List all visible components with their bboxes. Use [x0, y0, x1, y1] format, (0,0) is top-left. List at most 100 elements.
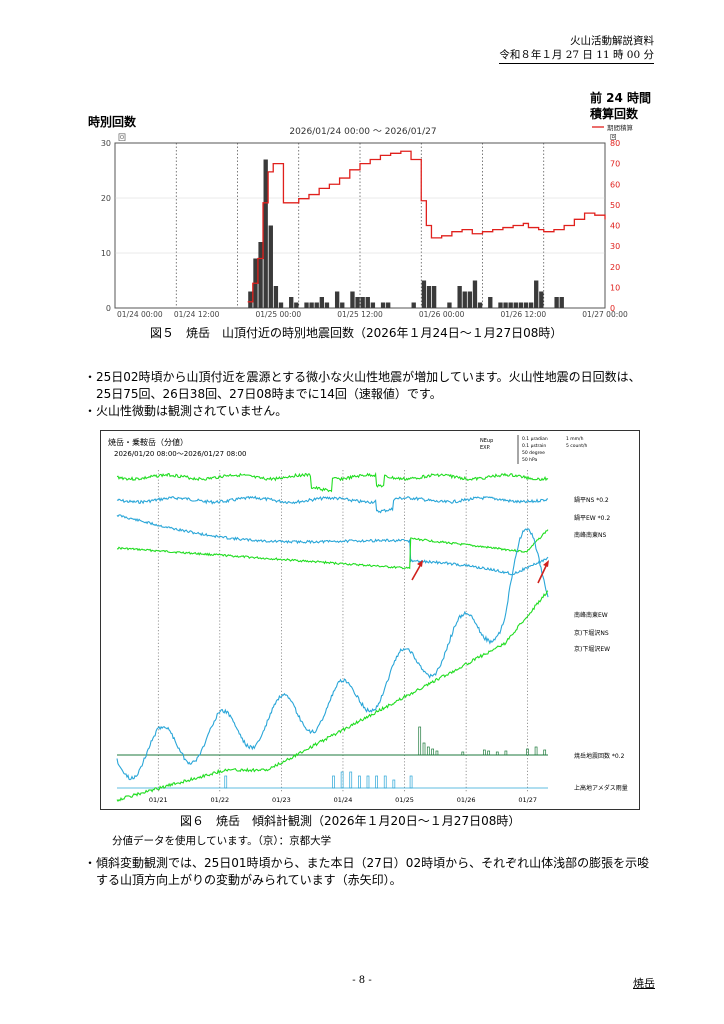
- fig6-xtick-label: 01/27: [518, 796, 537, 804]
- fig6-rain-bar: [224, 775, 228, 789]
- fig5-desc-line3: ・火山性微動は観測されていません。: [84, 404, 288, 418]
- fig5-right-tick-label: 30: [610, 242, 620, 251]
- fig6-xtick-label: 01/25: [395, 796, 414, 804]
- fig5-bar: [289, 297, 294, 308]
- fig5-right-tick-label: 70: [610, 160, 620, 169]
- fig5-left-axis: 0 10 20 30: [101, 139, 111, 313]
- fig5-left-unit: 回: [118, 133, 126, 142]
- fig5-right-tick-label: 0: [610, 304, 615, 313]
- fig5-bar: [462, 291, 467, 308]
- fig6-frame: [100, 430, 640, 810]
- fig5-bar: [488, 297, 493, 308]
- fig6-series-label: 鍋平EW *0.2: [574, 514, 610, 522]
- fig6-legend-mmh: 1 mm/h: [566, 436, 584, 442]
- fig5-ytick-label: 30: [101, 139, 111, 148]
- fig6-quake-bar: [487, 750, 491, 756]
- fig5-bar: [523, 302, 529, 308]
- fig5-bar: [559, 297, 564, 308]
- fig6-quake-bar: [504, 750, 508, 756]
- fig6-legend-degree: 50 degree: [522, 450, 545, 456]
- fig5-bar: [319, 297, 325, 308]
- fig5-right-tick-label: 80: [610, 139, 620, 148]
- fig6-series-label: 南峰南東EW: [574, 611, 608, 619]
- fig5-ytick-label: 0: [106, 304, 111, 313]
- fig5-right-tick-label: 20: [610, 263, 620, 272]
- fig6-quake-bar: [495, 751, 499, 756]
- fig6-legend-exp: EXP.: [480, 445, 491, 451]
- footer-volcano-name: 焼岳: [633, 977, 655, 990]
- fig6-quake-bar: [435, 750, 439, 756]
- fig5-right-tick-label: 50: [610, 201, 620, 210]
- fig5-bar: [273, 286, 279, 308]
- fig5-bar: [355, 297, 360, 308]
- fig5-xtick-label: 01/26 12:00: [501, 310, 547, 319]
- fig5-bar: [365, 297, 370, 308]
- fig5-grid: [115, 143, 605, 308]
- fig5-description: ・25日02時頃から山頂付近を震源とする微小な火山性地震が増加しています。火山性…: [84, 369, 641, 420]
- fig6-rain-bar: [332, 775, 335, 789]
- fig5-bar: [309, 302, 314, 308]
- fig5-bar: [534, 280, 539, 308]
- fig6-note: 分値データを使用しています。（京）：京都大学: [112, 835, 332, 847]
- fig6-series-label: 京)下堀沢NS: [574, 629, 609, 637]
- fig5-bar: [360, 297, 365, 308]
- fig6-range: 2026/01/20 08:00〜2026/01/27 08:00: [114, 450, 247, 458]
- fig5-bar: [380, 302, 386, 308]
- fig5-caption: 図５ 焼岳 山頂付近の時別地震回数（2026年１月24日〜１月27日08時）: [150, 326, 563, 340]
- fig5-right-title: 前 24 時間 積算回数: [590, 90, 651, 122]
- fig6-rain-bar: [383, 775, 387, 789]
- fig6-description: ・傾斜変動観測では、25日01時頃から、また本日（27日）02時頃から、それぞれ…: [84, 855, 649, 889]
- fig5-x-axis: 01/24 00:00 01/24 12:00 01/25 00:00 01/25 1…: [117, 310, 628, 319]
- fig5-bar: [370, 302, 376, 308]
- fig6-series-label: 京)下堀沢EW: [574, 645, 610, 653]
- fig5-bar: [528, 302, 534, 308]
- fig6-series-label: 鍋平NS *0.2: [574, 496, 609, 504]
- fig5-bar: [477, 302, 483, 308]
- fig6-quake-bar: [483, 749, 486, 756]
- fig6-xtick-label: 01/23: [272, 796, 291, 804]
- fig5-bars: [248, 159, 564, 308]
- fig6-trace-nabedaira-ew: [116, 495, 549, 514]
- fig6-trace-minamimine-ew: [116, 529, 549, 570]
- fig5-bar: [278, 302, 284, 308]
- fig5-right-tick-label: 40: [610, 222, 620, 231]
- fig6-trace-minamimine-ns: [116, 514, 549, 576]
- fig5-xtick-label: 01/25 12:00: [337, 310, 383, 319]
- fig5-chart: 回 2026/01/24 00:00 〜 2026/01/27 0102030 …: [101, 123, 634, 319]
- fig6-rain-bar: [375, 775, 378, 789]
- fig6-quake-bar: [461, 751, 465, 756]
- fig6-quake-bar: [418, 726, 422, 756]
- document-header: 火山活動解説資料 令和８年１月 27 日 11 時 00 分: [499, 34, 654, 64]
- fig5-bar: [334, 291, 340, 308]
- fig6-trace-shimohorisawa-ew: [116, 590, 549, 803]
- fig5-bar: [426, 286, 432, 308]
- fig5-bar: [294, 302, 299, 308]
- fig6-quake-bar: [543, 749, 547, 756]
- fig5-right-tick-label: 60: [610, 180, 620, 189]
- fig5-bar: [472, 280, 478, 308]
- fig5-bar: [324, 302, 330, 308]
- fig6-quake-bar: [422, 742, 426, 756]
- fig6-series-labels: 鍋平NS *0.2 鍋平EW *0.2 南峰南東NS 南峰南東EW 京)下堀沢NS 京)下…: [574, 496, 628, 792]
- fig5-bar: [554, 297, 559, 308]
- fig6-arrow-1-head: [417, 560, 423, 567]
- fig5-bar: [304, 302, 309, 308]
- fig5-legend-label: 期間積算: [607, 123, 634, 132]
- fig6-arrow-1: [411, 563, 422, 581]
- fig5-bar: [386, 302, 391, 308]
- fig5-bar: [513, 302, 518, 308]
- fig5-bar: [498, 302, 503, 308]
- fig5-right-axis: 0 10 20 30 40 50 60 70 80: [610, 139, 620, 313]
- fig6-rain-bar: [349, 771, 353, 789]
- fig6-xtick-label: 01/24: [334, 796, 353, 804]
- fig6-quake-bar: [426, 746, 430, 756]
- fig5-bar: [268, 225, 273, 308]
- fig5-bar: [350, 291, 355, 308]
- fig6-rain-bar: [366, 775, 370, 789]
- fig6-trace-shimohorisawa-ns: [116, 528, 549, 781]
- fig5-xtick-label: 01/24 00:00: [117, 310, 163, 319]
- fig5-xtick-label: 01/26 00:00: [419, 310, 465, 319]
- fig5-bar: [411, 302, 416, 308]
- fig6-title: 焼岳・乗鞍岳（分値）: [108, 437, 188, 447]
- fig6-series-label: 焼岳地震回数 *0.2: [574, 752, 625, 760]
